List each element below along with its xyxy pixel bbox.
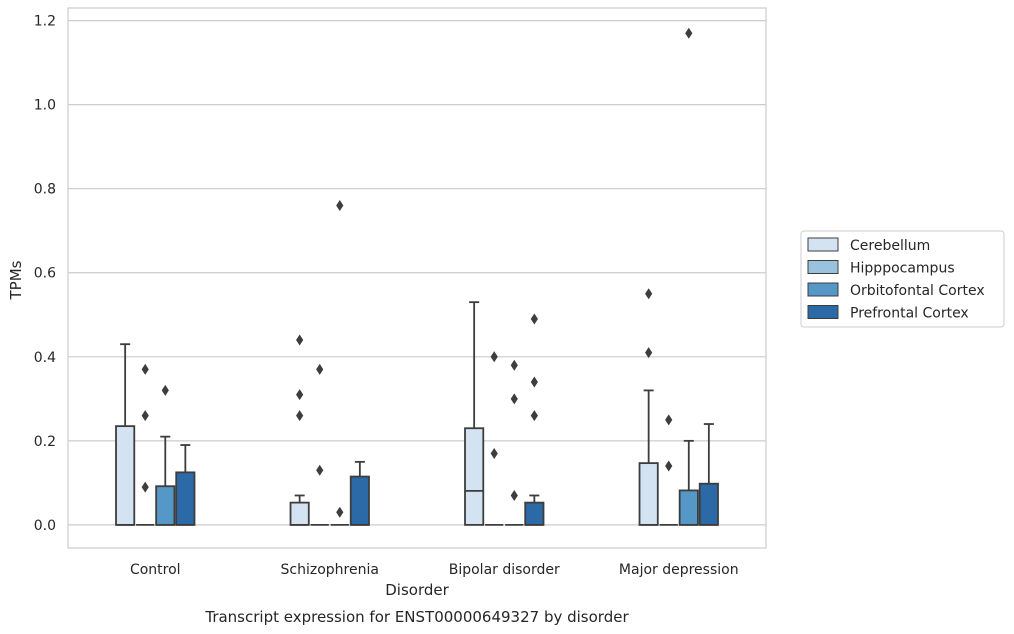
outlier-point (141, 481, 149, 493)
outlier-point (530, 313, 538, 325)
outlier-point (316, 363, 324, 375)
y-tick-label: 0.8 (34, 182, 56, 198)
box-hipppocampus (136, 363, 155, 526)
box-prefrontal-cortex (349, 460, 370, 526)
legend-frame (800, 230, 1005, 328)
y-tick-label: 0.4 (34, 350, 56, 366)
box-iqr (638, 462, 659, 526)
y-tick-label: 1.2 (34, 14, 56, 30)
outlier-point (665, 460, 673, 472)
box-hipppocampus (659, 414, 678, 526)
box-cerebellum (464, 301, 485, 526)
y-axis-label: TPMs (7, 260, 25, 300)
box-hipppocampus (485, 351, 504, 526)
outlier-point (510, 489, 518, 501)
outlier-point (161, 384, 169, 396)
box-iqr (289, 501, 310, 526)
outlier-point (296, 389, 304, 401)
box-iqr (115, 425, 136, 526)
box-iqr (678, 489, 699, 526)
box-hipppocampus (310, 363, 329, 526)
box-iqr (464, 427, 485, 526)
x-axis-ticks: Control Schizophrenia Bipolar disorder Majo… (130, 562, 739, 578)
box-iqr (155, 485, 176, 526)
y-tick-label: 0.6 (34, 266, 56, 282)
y-axis-ticks: 0.0 0.2 0.4 0.6 0.8 1.0 1.2 (34, 14, 56, 534)
legend-swatch (807, 282, 839, 297)
outlier-point (530, 376, 538, 388)
box-orbitofontal-cortex (505, 359, 524, 526)
outlier-point (490, 351, 498, 363)
box-cerebellum (638, 288, 659, 526)
outlier-point (336, 506, 344, 518)
outlier-point (296, 334, 304, 346)
box-iqr (175, 471, 196, 526)
legend-label: Orbitofontal Cortex (850, 283, 985, 299)
outlier-point (530, 410, 538, 422)
y-tick-label: 0.2 (34, 434, 56, 450)
x-tick-label: Major depression (619, 562, 739, 578)
box-orbitofontal-cortex (678, 27, 699, 526)
box-iqr (524, 501, 545, 526)
outlier-point (685, 27, 693, 39)
legend-swatch (807, 260, 839, 274)
x-tick-label: Control (130, 562, 181, 578)
box-iqr (349, 475, 370, 526)
gridlines (68, 20, 766, 526)
legend: Cerebellum Hipppocampus Orbitofontal Corte… (800, 230, 1005, 328)
outlier-point (510, 393, 518, 405)
legend-label: Hipppocampus (850, 261, 955, 277)
y-tick-label: 1.0 (34, 98, 56, 114)
plot-area-frame (67, 7, 767, 549)
box-prefrontal-cortex (698, 423, 719, 526)
outlier-point (645, 347, 653, 359)
outlier-point (665, 414, 673, 426)
box-series (115, 27, 719, 526)
outlier-point (141, 410, 149, 422)
y-tick-label: 0.0 (34, 518, 56, 534)
x-tick-label: Schizophrenia (281, 562, 379, 578)
legend-label: Prefrontal Cortex (850, 306, 969, 322)
box-orbitofontal-cortex (155, 384, 176, 526)
legend-swatch (807, 237, 839, 252)
outlier-point (296, 410, 304, 422)
outlier-point (141, 363, 149, 375)
x-axis-label: Disorder (385, 581, 449, 599)
box-iqr (698, 482, 719, 526)
box-prefrontal-cortex (524, 313, 545, 526)
box-orbitofontal-cortex (330, 200, 349, 526)
outlier-point (316, 464, 324, 476)
outlier-point (490, 447, 498, 459)
legend-label: Cerebellum (850, 238, 930, 254)
box-cerebellum (115, 343, 136, 526)
x-tick-label: Bipolar disorder (449, 562, 560, 578)
outlier-point (336, 200, 344, 212)
box-cerebellum (289, 334, 310, 526)
box-prefrontal-cortex (175, 444, 196, 526)
chart-caption: Transcript expression for ENST0000064932… (204, 608, 629, 626)
legend-swatch (807, 305, 839, 319)
outlier-point (645, 288, 653, 300)
outlier-point (510, 359, 518, 371)
